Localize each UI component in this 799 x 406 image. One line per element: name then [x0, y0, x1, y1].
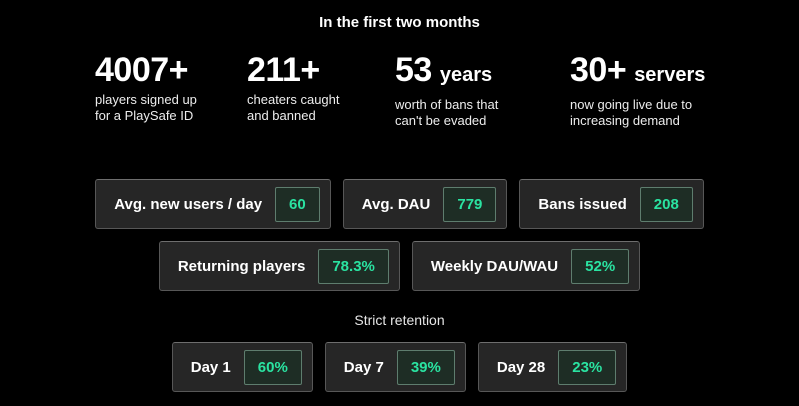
stat-desc-line: cheaters caught — [247, 92, 340, 107]
stats-infographic: In the first two months 4007+ players si… — [0, 14, 799, 406]
badge-label: Day 1 — [190, 358, 231, 376]
stat-value-line: 30+ servers — [570, 52, 720, 93]
badge-value-chip: 208 — [639, 186, 693, 222]
stat-desc-line: increasing demand — [570, 113, 680, 128]
kpi-badge-row-2: Returning players 78.3% Weekly DAU/WAU 5… — [0, 241, 799, 291]
page-title: In the first two months — [319, 14, 480, 31]
stat-value: 53 — [395, 51, 432, 89]
kpi-badge-weekly-dau-wau: Weekly DAU/WAU 52% — [411, 241, 641, 291]
badge-label: Day 7 — [343, 358, 384, 376]
stat-description: players signed up for a PlaySafe ID — [95, 92, 247, 124]
badge-label: Avg. new users / day — [114, 195, 263, 213]
stat-value: 30+ — [570, 51, 627, 89]
retention-badge-day-7: Day 7 39% — [324, 342, 466, 392]
kpi-badge-avg-new-users: Avg. new users / day 60 — [95, 179, 331, 229]
stat-suffix: years — [439, 64, 493, 86]
badge-value-chip: 52% — [571, 248, 630, 284]
stat-description: now going live due to increasing demand — [570, 97, 720, 129]
retention-badge-row: Day 1 60% Day 7 39% Day 28 23% — [0, 342, 799, 392]
retention-badge-day-28: Day 28 23% — [477, 342, 628, 392]
retention-heading: Strict retention — [354, 312, 445, 328]
badge-value-chip: 779 — [443, 186, 497, 222]
retention-badge-day-1: Day 1 60% — [171, 342, 313, 392]
stat-description: cheaters caught and banned — [247, 92, 395, 124]
badge-value-chip: 60% — [243, 349, 302, 385]
stat-column-cheaters: 211+ cheaters caught and banned — [247, 52, 395, 129]
badge-label: Returning players — [177, 257, 306, 275]
kpi-badge-returning-players: Returning players 78.3% — [158, 241, 400, 291]
kpi-badge-bans-issued: Bans issued 208 — [519, 179, 704, 229]
stat-desc-line: and banned — [247, 108, 316, 123]
kpi-badge-row-1: Avg. new users / day 60 Avg. DAU 779 Ban… — [0, 179, 799, 229]
stat-value-line: 53 years — [395, 52, 570, 93]
stat-value: 211+ — [247, 51, 320, 89]
stat-description: worth of bans that can't be evaded — [395, 97, 570, 129]
stat-value: 4007+ — [95, 51, 189, 89]
badge-label: Bans issued — [538, 195, 627, 213]
stat-desc-line: for a PlaySafe ID — [95, 108, 194, 123]
stat-desc-line: players signed up — [95, 92, 197, 107]
badge-value-chip: 39% — [396, 349, 455, 385]
kpi-badge-avg-dau: Avg. DAU 779 — [342, 179, 508, 229]
stat-column-ban-years: 53 years worth of bans that can't be eva… — [395, 52, 570, 129]
badge-value-chip: 78.3% — [318, 248, 389, 284]
badge-value-chip: 23% — [558, 349, 617, 385]
stat-desc-line: worth of bans that — [395, 97, 499, 112]
stat-value-line: 211+ — [247, 52, 395, 88]
stat-desc-line: can't be evaded — [395, 113, 487, 128]
stat-desc-line: now going live due to — [570, 97, 693, 112]
stat-column-servers: 30+ servers now going live due to increa… — [570, 52, 720, 129]
headline-stats-row: 4007+ players signed up for a PlaySafe I… — [95, 52, 799, 129]
badge-label: Day 28 — [496, 358, 546, 376]
stat-suffix: servers — [634, 64, 706, 86]
badge-label: Weekly DAU/WAU — [430, 257, 559, 275]
badge-label: Avg. DAU — [361, 195, 431, 213]
stat-value-line: 4007+ — [95, 52, 247, 88]
stat-column-players: 4007+ players signed up for a PlaySafe I… — [95, 52, 247, 129]
badge-value-chip: 60 — [275, 186, 320, 222]
